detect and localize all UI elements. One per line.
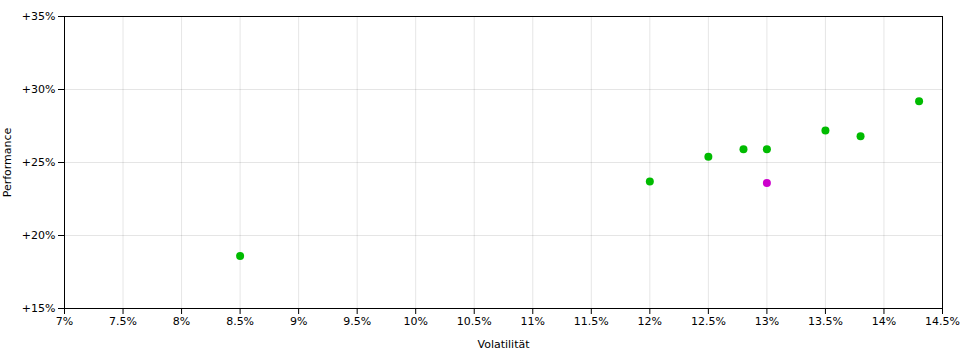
svg-text:7.5%: 7.5% (109, 315, 137, 328)
svg-text:12.5%: 12.5% (691, 315, 726, 328)
svg-text:14.5%: 14.5% (925, 315, 960, 328)
svg-text:8.5%: 8.5% (226, 315, 254, 328)
svg-text:13.5%: 13.5% (808, 315, 843, 328)
svg-text:11%: 11% (521, 315, 545, 328)
svg-text:11.5%: 11.5% (574, 315, 609, 328)
svg-text:Performance: Performance (1, 127, 14, 197)
svg-text:9%: 9% (290, 315, 307, 328)
svg-text:10.5%: 10.5% (457, 315, 492, 328)
svg-text:8%: 8% (173, 315, 190, 328)
svg-text:14%: 14% (872, 315, 896, 328)
svg-text:13%: 13% (755, 315, 779, 328)
svg-text:9.5%: 9.5% (343, 315, 371, 328)
svg-text:+20%: +20% (22, 229, 56, 242)
svg-text:Volatilität: Volatilität (477, 338, 530, 350)
svg-text:+15%: +15% (22, 302, 56, 315)
svg-text:7%: 7% (56, 315, 73, 328)
svg-text:12%: 12% (638, 315, 662, 328)
svg-text:+25%: +25% (22, 156, 56, 169)
svg-text:+30%: +30% (22, 83, 56, 96)
svg-text:+35%: +35% (22, 10, 56, 23)
svg-text:10%: 10% (403, 315, 427, 328)
